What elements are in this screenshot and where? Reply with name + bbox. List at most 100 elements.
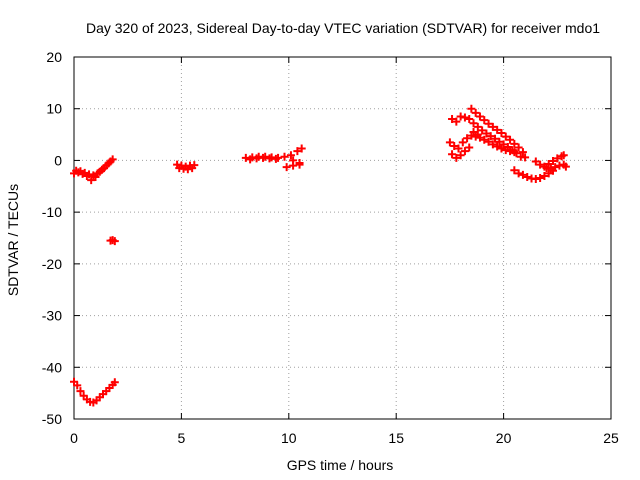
data-point (110, 237, 119, 246)
x-tick-label: 10 (281, 430, 297, 446)
y-axis-label: SDTVAR / TECUs (5, 184, 21, 296)
y-tick-label: 0 (54, 152, 62, 168)
data-point (478, 126, 487, 135)
data-point (501, 146, 510, 155)
y-tick-label: -20 (42, 256, 62, 272)
data-point (544, 160, 553, 169)
data-point (536, 174, 545, 183)
data-point (73, 381, 82, 390)
data-point (555, 161, 564, 170)
data-point (484, 119, 493, 128)
data-point (531, 175, 540, 184)
data-point (452, 153, 461, 162)
data-point (286, 151, 295, 160)
data-point (497, 144, 506, 153)
data-point (510, 148, 519, 157)
data-point (87, 176, 96, 185)
data-point (448, 115, 457, 124)
data-point (488, 140, 497, 149)
data-point (102, 161, 111, 170)
grid-lines (74, 57, 611, 419)
data-point (460, 147, 469, 156)
series-arc-5h (173, 160, 199, 174)
data-point (486, 132, 495, 141)
data-point (469, 119, 478, 128)
data-point (553, 154, 562, 163)
data-point (514, 143, 523, 152)
data-point (467, 104, 476, 113)
plot-frame (73, 56, 612, 420)
data-point (482, 129, 491, 138)
data-point (471, 108, 480, 117)
data-point (280, 152, 289, 161)
data-point (465, 115, 474, 124)
data-point (463, 134, 472, 143)
data-point (246, 155, 255, 164)
data-point (460, 113, 469, 122)
data-point (521, 153, 530, 162)
data-point (544, 169, 553, 178)
data-point (510, 166, 519, 175)
data-point (531, 157, 540, 166)
data-point (506, 135, 515, 144)
data-point (499, 140, 508, 149)
data-points (70, 104, 570, 407)
x-axis-tick-labels: 0 5 10 15 20 25 (70, 430, 619, 446)
data-point (110, 378, 119, 387)
data-point (282, 163, 291, 172)
data-point (480, 116, 489, 125)
x-tick-label: 5 (178, 430, 186, 446)
data-point (469, 127, 478, 136)
data-point (506, 147, 515, 156)
y-tick-label: -10 (42, 204, 62, 220)
y-tick-label: -40 (42, 359, 62, 375)
data-point (188, 164, 197, 173)
data-point (488, 122, 497, 131)
data-point (289, 161, 298, 170)
series-lower-arc (70, 377, 119, 407)
y-tick-label: -50 (42, 411, 62, 427)
data-point (473, 122, 482, 131)
series-isolated (106, 236, 119, 246)
x-axis-label: GPS time / hours (287, 457, 394, 473)
data-point (456, 112, 465, 121)
data-point (523, 172, 532, 181)
data-point (89, 171, 98, 180)
data-point (271, 154, 280, 163)
y-tick-label: -30 (42, 308, 62, 324)
data-point (518, 148, 527, 157)
data-point (448, 150, 457, 159)
data-point (183, 165, 192, 174)
data-point (491, 134, 500, 143)
data-point (454, 144, 463, 153)
y-tick-label: 20 (46, 49, 62, 65)
series-arc-9h (241, 144, 306, 172)
series-arc-22h (510, 151, 570, 184)
y-tick-label: 10 (46, 101, 62, 117)
data-point (501, 132, 510, 141)
data-point (475, 112, 484, 121)
data-point (546, 164, 555, 173)
data-point (561, 162, 570, 171)
data-point (76, 387, 85, 396)
data-point (536, 160, 545, 169)
data-point (295, 160, 304, 169)
data-point (297, 144, 306, 153)
data-point (445, 138, 454, 147)
data-point (559, 151, 568, 160)
y-axis-tick-labels: -50 -40 -30 -20 -10 0 10 20 (42, 49, 62, 427)
data-point (465, 143, 474, 152)
axis-ticks (73, 56, 612, 420)
data-point (97, 165, 106, 174)
data-point (540, 171, 549, 180)
chart-title: Day 320 of 2023, Sidereal Day-to-day VTE… (86, 20, 600, 36)
data-point (76, 167, 85, 176)
data-point (495, 137, 504, 146)
x-tick-label: 0 (70, 430, 78, 446)
data-point (514, 169, 523, 178)
x-tick-label: 20 (496, 430, 512, 446)
data-point (549, 156, 558, 165)
data-point (518, 170, 527, 179)
data-point (450, 141, 459, 150)
